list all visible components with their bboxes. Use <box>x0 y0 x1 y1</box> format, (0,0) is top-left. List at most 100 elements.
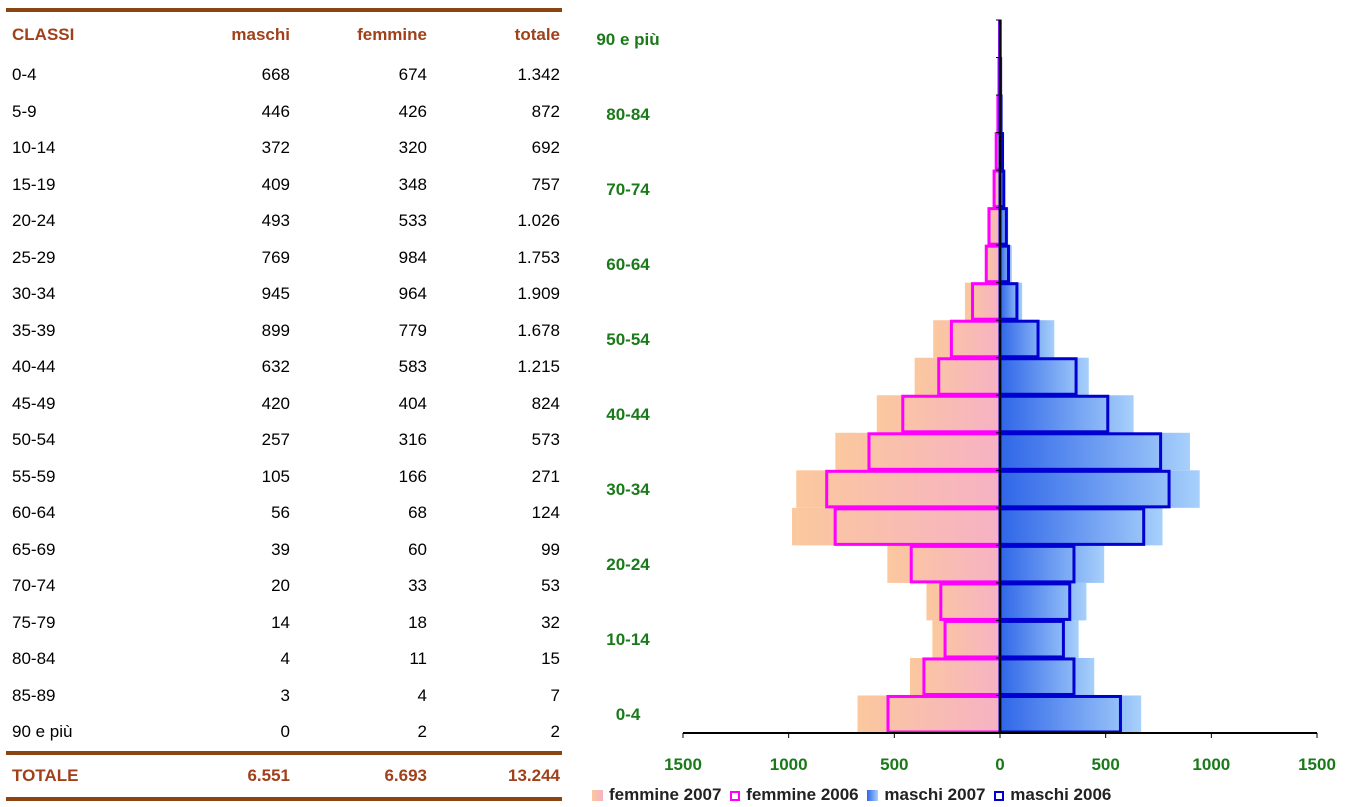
table-row: 15-19 409 348 757 <box>6 167 562 204</box>
cell-femmine: 68 <box>408 503 427 522</box>
legend-item-maschi-2006: maschi 2006 <box>994 785 1111 805</box>
cell-femmine: 18 <box>408 612 427 632</box>
bar-femmine-2007 <box>933 320 1000 358</box>
cell-maschi: 769 <box>261 247 290 267</box>
cell-classe: 45-49 <box>12 393 56 413</box>
cell-maschi: 668 <box>261 65 290 84</box>
table-row: 55-59 105 166 271 <box>6 459 562 496</box>
bars-layer <box>792 19 1200 734</box>
cell-classe: 85-89 <box>12 685 56 705</box>
category-label: 20-24 <box>606 555 650 574</box>
table-row: 75-79 14 18 32 <box>6 605 562 642</box>
legend-swatch-femmine-2007 <box>592 789 603 801</box>
bar-maschi-2007 <box>1000 170 1005 208</box>
cell-maschi: 420 <box>261 393 290 413</box>
cell-totale: 872 <box>531 101 560 121</box>
cell-femmine: 426 <box>398 101 427 121</box>
total-femmine: 6.693 <box>384 765 427 785</box>
total-totale: 13.244 <box>508 765 560 785</box>
cell-classe: 55-59 <box>12 466 56 486</box>
cell-femmine: 4 <box>417 685 427 705</box>
table-row: 20-24 493 533 1.026 <box>6 203 562 240</box>
table-row: 25-29 769 984 1.753 <box>6 240 562 277</box>
cell-classe: 80-84 <box>12 649 56 668</box>
cell-classe: 65-69 <box>12 539 56 559</box>
legend-swatch-femmine-2006 <box>730 790 741 801</box>
bar-femmine-2007 <box>835 432 1000 471</box>
cell-totale: 692 <box>531 138 560 157</box>
bar-maschi-2007 <box>1000 620 1079 658</box>
cell-totale: 573 <box>531 430 560 449</box>
cell-classe: 90 e più <box>12 722 73 741</box>
cell-femmine: 2 <box>417 722 427 741</box>
bar-maschi-2007 <box>1000 470 1200 508</box>
table-top-rule <box>6 8 562 12</box>
cell-totale: 1.342 <box>517 65 560 84</box>
bar-maschi-2007 <box>1000 282 1023 321</box>
cell-maschi: 3 <box>280 685 290 705</box>
cell-classe: 15-19 <box>12 174 56 194</box>
table-row: 35-39 899 779 1.678 <box>6 313 562 350</box>
labels-layer: 1500 1000 500 0 500 1000 1500 0-4 10-14 20-24 30-3… <box>596 30 1336 774</box>
cell-classe: 60-64 <box>12 503 56 522</box>
category-label: 80-84 <box>606 105 650 124</box>
cell-totale: 271 <box>531 466 560 486</box>
legend-item-maschi-2007: maschi 2007 <box>867 784 986 805</box>
x-tick-label: 1500 <box>1298 755 1336 774</box>
category-label: 90 e più <box>596 30 659 49</box>
category-label: 50-54 <box>606 330 650 349</box>
legend-item-femmine-2006: femmine 2006 <box>730 784 859 805</box>
cell-totale: 53 <box>541 576 560 595</box>
bar-maschi-2007 <box>1000 357 1089 396</box>
cell-classe: 50-54 <box>12 430 56 449</box>
population-pyramid-chart: 1500 1000 500 0 500 1000 1500 0-4 10-14 20-24 30-3… <box>596 19 1336 774</box>
bar-maschi-2007 <box>1000 657 1095 696</box>
cell-maschi: 56 <box>271 503 290 522</box>
legend-label-maschi-2007: maschi 2007 <box>884 784 986 804</box>
cell-totale: 824 <box>531 393 560 413</box>
bar-maschi-2007 <box>1000 432 1190 471</box>
category-label: 40-44 <box>606 405 650 424</box>
table-header-row: CLASSI maschi femmine totale <box>6 12 562 57</box>
cell-maschi: 632 <box>261 357 290 376</box>
table-row: 50-54 257 316 573 <box>6 422 562 459</box>
cell-classe: 25-29 <box>12 247 56 267</box>
cell-maschi: 493 <box>261 211 290 230</box>
cell-femmine: 166 <box>398 466 427 486</box>
bar-femmine-2007 <box>964 282 1000 321</box>
cell-classe: 40-44 <box>12 357 56 376</box>
bar-femmine-2007 <box>876 395 1000 433</box>
cell-maschi: 105 <box>261 466 290 486</box>
bar-maschi-2007 <box>1000 207 1009 246</box>
cell-totale: 1.678 <box>517 320 560 340</box>
cell-maschi: 14 <box>271 612 290 632</box>
cell-femmine: 348 <box>398 174 427 194</box>
table-bottom-rule <box>6 796 562 801</box>
table-row: 10-14 372 320 692 <box>6 130 562 167</box>
bar-maschi-2007 <box>1000 582 1087 621</box>
cell-maschi: 39 <box>271 539 290 559</box>
category-label: 60-64 <box>606 255 650 274</box>
bar-femmine-2007 <box>796 470 1000 508</box>
cell-maschi: 446 <box>261 101 290 121</box>
cell-maschi: 945 <box>261 284 290 303</box>
table-row: 30-34 945 964 1.909 <box>6 276 562 313</box>
cell-classe: 10-14 <box>12 138 56 157</box>
cell-classe: 0-4 <box>12 65 37 84</box>
bar-femmine-2007 <box>914 357 1000 396</box>
table-row: 80-84 4 11 15 <box>6 641 562 678</box>
table-row: 45-49 420 404 824 <box>6 386 562 423</box>
bar-femmine-2007 <box>792 507 1000 546</box>
cell-totale: 757 <box>531 174 560 194</box>
bar-maschi-2007 <box>1000 545 1105 583</box>
cell-classe: 5-9 <box>12 101 37 121</box>
legend-label-femmine-2006: femmine 2006 <box>746 784 859 804</box>
table-row: 65-69 39 60 99 <box>6 532 562 569</box>
axes-layer <box>682 19 1318 738</box>
category-label: 30-34 <box>606 480 650 499</box>
cell-maschi: 0 <box>280 722 290 741</box>
table-row: 90 e più 0 2 2 <box>6 714 562 751</box>
cell-totale: 1.753 <box>517 247 560 267</box>
bar-femmine-2007 <box>857 695 1000 733</box>
cell-femmine: 60 <box>408 539 427 559</box>
